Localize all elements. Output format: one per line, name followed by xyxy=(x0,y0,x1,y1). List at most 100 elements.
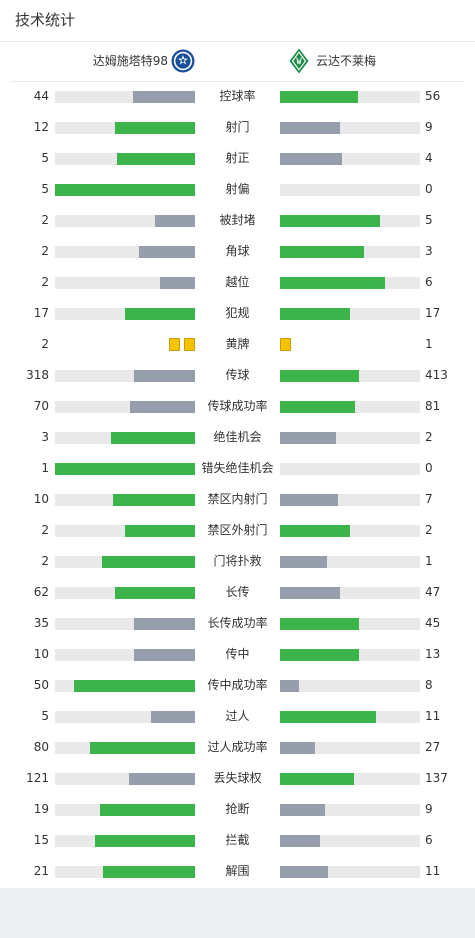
home-stat-bar xyxy=(113,494,195,506)
home-stat-value: 50 xyxy=(33,678,49,692)
home-stat-bar-track xyxy=(55,153,195,165)
away-stat-bar-track xyxy=(280,494,420,506)
away-stat-value: 8 xyxy=(425,678,433,692)
away-stat-bar xyxy=(280,773,354,785)
away-stat-bar-track xyxy=(280,649,420,661)
home-team-name[interactable]: 达姆施塔特98 xyxy=(92,54,168,68)
stat-label: 禁区外射门 xyxy=(207,523,268,537)
home-stat-bar xyxy=(90,742,195,754)
home-stat-value: 2 xyxy=(41,523,49,537)
home-stat-value: 5 xyxy=(41,709,49,723)
home-stat-value: 2 xyxy=(41,244,49,258)
home-stat-value: 17 xyxy=(33,306,49,320)
home-stat-value: 62 xyxy=(33,585,49,599)
away-stat-value: 1 xyxy=(425,337,433,351)
home-stat-value: 19 xyxy=(33,802,49,816)
home-yellow-cards xyxy=(169,338,195,352)
away-stat-value: 6 xyxy=(425,275,433,289)
away-stat-value: 0 xyxy=(425,461,433,475)
away-stat-bar xyxy=(280,91,358,103)
home-stat-value: 10 xyxy=(33,492,49,506)
home-stat-bar xyxy=(155,215,195,227)
werder-bremen-badge-icon[interactable] xyxy=(289,48,309,74)
away-stat-bar xyxy=(280,525,350,537)
yellow-card-icon xyxy=(280,338,291,351)
away-stat-bar xyxy=(280,804,325,816)
home-stat-bar xyxy=(117,153,195,165)
darmstadt-badge-icon[interactable] xyxy=(171,49,195,73)
home-stat-bar-track xyxy=(55,246,195,258)
stat-label: 错失绝佳机会 xyxy=(201,461,274,475)
home-stat-bar xyxy=(74,680,195,692)
yellow-card-icon xyxy=(184,338,195,351)
away-stat-bar xyxy=(280,308,350,320)
stat-label: 长传 xyxy=(225,585,250,599)
away-stat-bar-track xyxy=(280,91,420,103)
stat-row: 318 传球 413 xyxy=(0,360,475,391)
stat-row: 19 抢断 9 xyxy=(0,794,475,825)
away-stat-value: 7 xyxy=(425,492,433,506)
away-stat-bar xyxy=(280,649,359,661)
stat-row: 17 犯规 17 xyxy=(0,298,475,329)
home-stat-value: 12 xyxy=(33,120,49,134)
stat-row: 10 传中 13 xyxy=(0,639,475,670)
home-stat-bar-track xyxy=(55,494,195,506)
away-stat-bar-track xyxy=(280,742,420,754)
away-stat-value: 2 xyxy=(425,430,433,444)
stat-label: 被封堵 xyxy=(219,213,256,227)
team-header: 达姆施塔特98 云达不莱梅 xyxy=(10,42,465,82)
home-stat-bar-track xyxy=(55,215,195,227)
home-stat-bar xyxy=(134,649,195,661)
home-stat-bar xyxy=(103,866,195,878)
home-stat-value: 318 xyxy=(26,368,49,382)
stat-row: 70 传球成功率 81 xyxy=(0,391,475,422)
stat-label: 射门 xyxy=(225,120,250,134)
stat-label: 长传成功率 xyxy=(207,616,268,630)
stat-label: 解围 xyxy=(225,864,250,878)
home-stat-bar xyxy=(111,432,195,444)
home-stat-value: 5 xyxy=(41,151,49,165)
stat-label: 门将扑救 xyxy=(213,554,262,568)
stat-row: 35 长传成功率 45 xyxy=(0,608,475,639)
home-stat-value: 2 xyxy=(41,554,49,568)
away-stat-value: 4 xyxy=(425,151,433,165)
away-stat-bar xyxy=(280,153,342,165)
home-stat-bar xyxy=(134,618,195,630)
stat-label: 犯规 xyxy=(225,306,250,320)
home-stat-bar xyxy=(129,773,195,785)
stat-label: 角球 xyxy=(225,244,250,258)
stat-row: 2 禁区外射门 2 xyxy=(0,515,475,546)
home-stat-value: 35 xyxy=(33,616,49,630)
away-stat-bar-track xyxy=(280,370,420,382)
away-yellow-cards xyxy=(280,338,291,352)
away-stat-bar-track xyxy=(280,587,420,599)
away-stat-bar-track xyxy=(280,835,420,847)
home-stat-bar-track xyxy=(55,525,195,537)
away-stat-bar-track xyxy=(280,463,420,475)
home-stat-bar-track xyxy=(55,587,195,599)
stat-row: 44 控球率 56 xyxy=(0,81,475,112)
away-stat-bar xyxy=(280,711,376,723)
away-stat-value: 2 xyxy=(425,523,433,537)
home-stat-bar-track xyxy=(55,122,195,134)
stat-label: 过人成功率 xyxy=(207,740,268,754)
stat-row: 2 黄牌 1 xyxy=(0,329,475,360)
away-stat-value: 137 xyxy=(425,771,448,785)
away-stat-value: 45 xyxy=(425,616,441,630)
stat-label: 传中成功率 xyxy=(207,678,268,692)
home-stat-bar xyxy=(130,401,195,413)
away-team-name[interactable]: 云达不莱梅 xyxy=(316,54,377,68)
stat-label: 黄牌 xyxy=(225,337,250,351)
away-stat-bar xyxy=(280,370,359,382)
away-stat-value: 0 xyxy=(425,182,433,196)
home-stat-value: 2 xyxy=(41,213,49,227)
yellow-card-icon xyxy=(169,338,180,351)
home-stat-bar xyxy=(95,835,195,847)
home-stat-bar-track xyxy=(55,804,195,816)
home-stat-bar-track xyxy=(55,308,195,320)
home-stat-bar xyxy=(55,184,195,196)
home-stat-bar-track xyxy=(55,184,195,196)
stat-label: 射偏 xyxy=(225,182,250,196)
stat-label: 传球 xyxy=(225,368,250,382)
home-stat-bar-track xyxy=(55,618,195,630)
